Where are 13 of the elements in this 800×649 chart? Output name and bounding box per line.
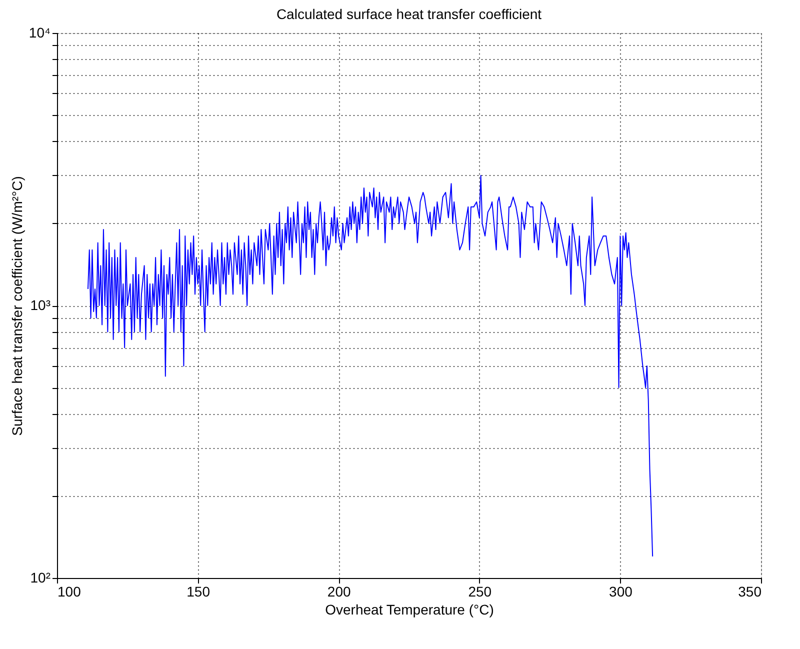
line-series [87, 174, 654, 557]
chart-title: Calculated surface heat transfer coefficient [276, 6, 542, 22]
x-tick-label: 350 [738, 584, 762, 600]
y-tick-label: 10³ [30, 297, 51, 313]
x-tick-label: 300 [609, 584, 633, 600]
x-tick-label: 100 [58, 584, 82, 600]
y-tick-label: 10² [30, 570, 51, 586]
x-tick-label: 250 [468, 584, 492, 600]
x-axis-title: Overheat Temperature (°C) [325, 602, 494, 618]
y-tick-label: 10⁴ [28, 24, 50, 40]
y-axis-title: Surface heat transfer coefficient (W/m²°C) [8, 176, 25, 436]
x-tick-label: 200 [327, 584, 351, 600]
x-tick-label: 150 [186, 584, 210, 600]
